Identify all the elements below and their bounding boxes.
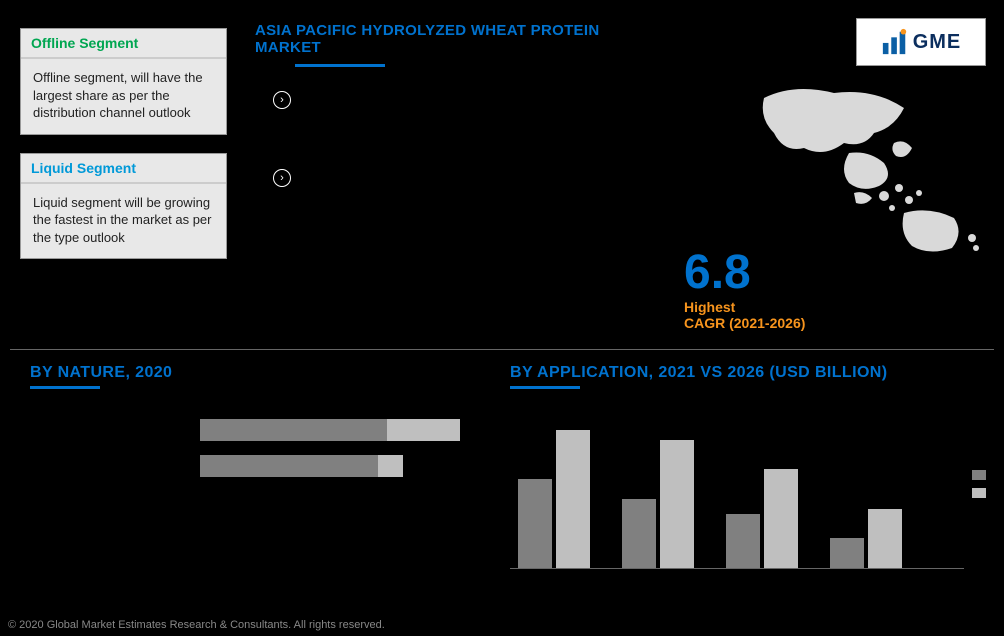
info-card-offline: Offline Segment Offline segment, will ha…	[20, 28, 227, 135]
title-underline	[510, 386, 580, 389]
chart-legend	[972, 470, 986, 498]
legend-swatch-2026	[972, 488, 986, 498]
hbar-segment	[378, 455, 402, 477]
vbar-group	[518, 430, 590, 568]
hbar-segment	[200, 455, 378, 477]
page-title: ASIA PACIFIC HYDROLYZED WHEAT PROTEIN MA…	[255, 22, 664, 56]
vbar-2026	[868, 509, 902, 568]
chevron-right-icon: ›	[273, 91, 291, 109]
chart-title: BY APPLICATION, 2021 VS 2026 (USD BILLIO…	[510, 364, 964, 382]
right-panel: GME	[674, 18, 994, 349]
cagr-value: 6.8	[684, 249, 805, 297]
chevron-right-icon: ›	[273, 169, 291, 187]
copyright-footer: © 2020 Global Market Estimates Research …	[8, 619, 385, 631]
vbar-2021	[518, 479, 552, 568]
card-divider	[21, 57, 226, 59]
hbar-segment	[387, 419, 460, 441]
cagr-highest-label: Highest	[684, 299, 805, 315]
cagr-block: 6.8 Highest CAGR (2021-2026)	[684, 249, 805, 331]
hbar-row	[200, 419, 460, 441]
logo-text: GME	[913, 31, 962, 54]
info-card-title: Offline Segment	[21, 29, 226, 57]
application-chart-panel: BY APPLICATION, 2021 VS 2026 (USD BILLIO…	[490, 350, 994, 586]
info-card-body: Liquid segment will be growing the faste…	[21, 186, 226, 259]
vbar-2026	[764, 469, 798, 568]
info-card-body: Offline segment, will have the largest s…	[21, 61, 226, 134]
hbar-segment	[200, 419, 387, 441]
application-vbar-chart	[510, 419, 964, 569]
brand-logo: GME	[856, 18, 986, 66]
title-underline	[30, 386, 100, 389]
hbar-row	[200, 455, 403, 477]
main-header-area: ASIA PACIFIC HYDROLYZED WHEAT PROTEIN MA…	[235, 18, 674, 349]
nature-chart-panel: BY NATURE, 2020	[10, 350, 490, 586]
nature-hbar-chart	[200, 419, 460, 477]
cagr-period-label: CAGR (2021-2026)	[684, 315, 805, 331]
sidebar-info-panel: Offline Segment Offline segment, will ha…	[10, 18, 235, 349]
key-point-item: ›	[273, 169, 664, 187]
title-accent-bar	[295, 64, 385, 67]
bar-chart-icon	[881, 28, 909, 56]
legend-swatch-2021	[972, 470, 986, 480]
chart-title: BY NATURE, 2020	[30, 364, 480, 382]
vbar-2021	[726, 514, 760, 568]
vbar-2021	[830, 538, 864, 568]
info-card-liquid: Liquid Segment Liquid segment will be gr…	[20, 153, 227, 260]
info-card-title: Liquid Segment	[21, 154, 226, 182]
vbar-group	[830, 509, 902, 568]
vbar-2026	[660, 440, 694, 568]
card-divider	[21, 182, 226, 184]
asia-pacific-map-icon	[754, 78, 984, 258]
vbar-group	[726, 469, 798, 568]
vbar-2021	[622, 499, 656, 568]
key-point-item: ›	[273, 91, 664, 109]
vbar-group	[622, 440, 694, 568]
vbar-2026	[556, 430, 590, 568]
